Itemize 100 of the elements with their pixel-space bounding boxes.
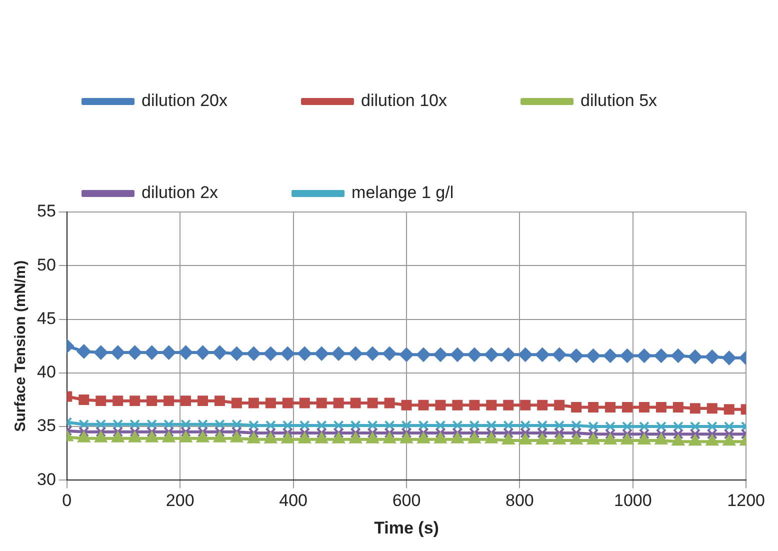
point [214,419,225,430]
point [469,400,480,410]
point [350,398,361,408]
point [486,400,497,410]
point [484,348,498,362]
point [503,400,514,410]
point [537,428,548,438]
point [656,421,666,432]
point [622,421,632,432]
point [231,419,242,430]
point [571,402,582,412]
point [248,420,259,431]
point [452,400,463,410]
point [401,428,412,438]
point [433,348,448,362]
x-tick-label: 800 [506,491,534,510]
point [467,348,482,362]
point [705,350,720,364]
x-tick-label: 1200 [727,491,766,510]
point [281,432,294,444]
point [690,428,700,440]
point [451,432,464,444]
point [248,398,259,408]
point [570,434,582,445]
point [724,404,734,415]
point [620,348,634,363]
point [400,432,413,444]
point [315,432,328,444]
point [316,398,327,408]
point [110,346,125,360]
point [672,428,684,440]
point [554,420,565,431]
point [605,402,616,412]
legend-label: dilution 2x [142,183,219,202]
point [333,398,344,408]
point [450,348,464,362]
point [280,346,295,361]
point [706,421,718,432]
point [501,348,516,362]
point [485,432,498,444]
point [332,346,346,361]
point [706,428,718,440]
point [112,431,124,442]
point [502,434,515,445]
point [654,434,668,445]
point [722,350,736,365]
point [212,346,227,360]
point [366,346,380,361]
point [603,348,618,363]
legend-label: dilution 20x [142,91,228,110]
point [486,428,497,438]
point [112,419,124,430]
point [672,421,684,432]
point [690,403,700,414]
point [724,421,734,432]
point [586,348,600,363]
point [162,431,175,442]
point [435,400,446,410]
point [316,420,327,431]
point [382,346,397,361]
point [688,434,702,446]
point [537,420,548,431]
point [196,346,210,360]
point [96,419,106,430]
point [231,398,242,408]
point [282,428,293,438]
point [384,398,395,408]
point [401,420,412,431]
legend-label: melange 1 g/l [352,183,454,202]
point [316,428,327,438]
point [587,434,600,445]
point [164,419,174,430]
point [503,420,514,431]
point [637,348,652,363]
point [144,346,159,360]
point [416,348,430,362]
point [78,419,90,430]
point [214,431,226,442]
point [298,432,311,444]
point [537,400,548,410]
point [418,428,429,438]
point [78,394,90,405]
point [349,432,362,444]
point [298,346,312,361]
point [367,420,378,431]
point [265,420,276,431]
point [130,426,140,438]
point [247,432,260,444]
point [383,432,396,444]
y-tick-label: 30 [36,470,56,489]
point [112,426,124,438]
point [656,402,666,412]
point [230,431,243,442]
point [333,428,344,438]
point [569,348,584,363]
point [314,346,329,361]
point [214,396,225,406]
point [706,434,718,446]
point [230,346,244,361]
y-tick-label: 40 [36,362,56,382]
